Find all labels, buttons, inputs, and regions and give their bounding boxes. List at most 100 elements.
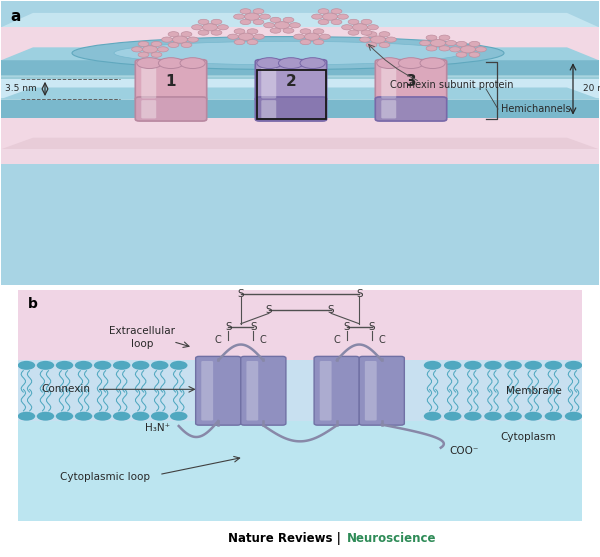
Text: C: C bbox=[333, 335, 340, 345]
Circle shape bbox=[75, 361, 92, 370]
Circle shape bbox=[313, 29, 324, 34]
Circle shape bbox=[240, 19, 251, 25]
Circle shape bbox=[505, 361, 522, 370]
FancyBboxPatch shape bbox=[320, 361, 332, 421]
Circle shape bbox=[426, 35, 437, 40]
Circle shape bbox=[113, 412, 130, 421]
Bar bbox=[1, 118, 599, 149]
FancyBboxPatch shape bbox=[376, 97, 446, 121]
Circle shape bbox=[318, 19, 329, 25]
Text: S: S bbox=[266, 305, 272, 315]
Circle shape bbox=[113, 361, 130, 370]
Circle shape bbox=[311, 14, 322, 19]
Text: 2: 2 bbox=[286, 74, 296, 89]
Circle shape bbox=[218, 25, 229, 30]
Circle shape bbox=[565, 361, 582, 370]
Circle shape bbox=[565, 412, 582, 421]
Text: 20 nm: 20 nm bbox=[583, 85, 600, 94]
Circle shape bbox=[151, 52, 162, 57]
Circle shape bbox=[283, 17, 294, 22]
Circle shape bbox=[352, 23, 368, 31]
FancyBboxPatch shape bbox=[359, 356, 404, 425]
Bar bbox=[18, 290, 582, 360]
Circle shape bbox=[469, 41, 480, 47]
Text: Membrane: Membrane bbox=[506, 386, 562, 396]
Circle shape bbox=[444, 412, 461, 421]
Circle shape bbox=[168, 42, 179, 47]
Circle shape bbox=[341, 25, 352, 30]
FancyBboxPatch shape bbox=[261, 63, 276, 99]
Text: S: S bbox=[238, 289, 244, 299]
Circle shape bbox=[168, 32, 179, 37]
Circle shape bbox=[234, 40, 245, 45]
Circle shape bbox=[198, 30, 209, 35]
Bar bbox=[1, 79, 599, 99]
Text: b: b bbox=[28, 297, 38, 311]
Circle shape bbox=[263, 23, 274, 28]
FancyBboxPatch shape bbox=[314, 356, 359, 425]
Circle shape bbox=[170, 412, 187, 421]
Circle shape bbox=[419, 41, 430, 46]
Text: C: C bbox=[379, 335, 385, 345]
Circle shape bbox=[211, 30, 222, 35]
Circle shape bbox=[56, 412, 73, 421]
Circle shape bbox=[37, 412, 54, 421]
Ellipse shape bbox=[278, 58, 304, 69]
Circle shape bbox=[270, 28, 281, 33]
Circle shape bbox=[524, 412, 542, 421]
Circle shape bbox=[460, 46, 476, 53]
Circle shape bbox=[227, 34, 238, 40]
FancyBboxPatch shape bbox=[381, 100, 396, 119]
Circle shape bbox=[240, 9, 251, 14]
FancyBboxPatch shape bbox=[381, 63, 396, 99]
Circle shape bbox=[238, 33, 254, 40]
Circle shape bbox=[293, 34, 304, 40]
Circle shape bbox=[464, 361, 482, 370]
Polygon shape bbox=[1, 47, 599, 60]
Text: Extracellular
loop: Extracellular loop bbox=[109, 326, 175, 349]
FancyBboxPatch shape bbox=[376, 60, 446, 101]
Circle shape bbox=[469, 52, 480, 57]
Circle shape bbox=[456, 41, 467, 47]
Circle shape bbox=[198, 19, 209, 25]
Text: COO⁻: COO⁻ bbox=[449, 446, 479, 456]
Circle shape bbox=[181, 42, 192, 47]
Circle shape bbox=[270, 17, 281, 22]
Circle shape bbox=[138, 41, 149, 47]
FancyBboxPatch shape bbox=[196, 356, 241, 425]
Circle shape bbox=[138, 52, 149, 57]
Circle shape bbox=[304, 33, 320, 40]
Ellipse shape bbox=[114, 41, 462, 65]
Circle shape bbox=[361, 19, 372, 25]
Circle shape bbox=[379, 32, 390, 37]
FancyBboxPatch shape bbox=[136, 97, 206, 121]
Text: S: S bbox=[356, 289, 362, 299]
Circle shape bbox=[318, 9, 329, 14]
Circle shape bbox=[151, 361, 169, 370]
Text: C: C bbox=[260, 335, 267, 345]
Text: Connexin: Connexin bbox=[41, 384, 91, 394]
Circle shape bbox=[274, 22, 290, 29]
Circle shape bbox=[158, 47, 169, 52]
Circle shape bbox=[331, 19, 342, 25]
FancyBboxPatch shape bbox=[255, 97, 326, 121]
Circle shape bbox=[379, 42, 390, 47]
Circle shape bbox=[254, 34, 265, 40]
FancyBboxPatch shape bbox=[241, 356, 286, 425]
Circle shape bbox=[181, 32, 192, 37]
Text: 1: 1 bbox=[166, 74, 176, 89]
Text: S: S bbox=[343, 322, 350, 332]
Circle shape bbox=[188, 37, 199, 42]
Text: Neuroscience: Neuroscience bbox=[347, 532, 436, 545]
Circle shape bbox=[233, 14, 244, 19]
Circle shape bbox=[484, 412, 502, 421]
Circle shape bbox=[151, 41, 162, 47]
Circle shape bbox=[361, 30, 372, 35]
Ellipse shape bbox=[300, 58, 325, 69]
Polygon shape bbox=[1, 87, 599, 99]
Circle shape bbox=[172, 36, 188, 43]
FancyBboxPatch shape bbox=[202, 361, 213, 421]
Text: S: S bbox=[328, 305, 334, 315]
Ellipse shape bbox=[158, 58, 184, 69]
Circle shape bbox=[131, 47, 142, 52]
